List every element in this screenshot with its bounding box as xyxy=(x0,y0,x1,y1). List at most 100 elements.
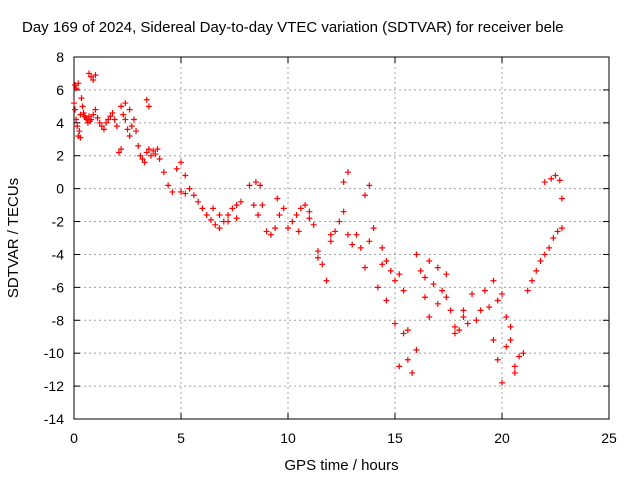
data-point xyxy=(533,267,540,274)
data-points xyxy=(71,70,565,386)
data-point xyxy=(528,277,535,284)
data-point xyxy=(88,73,95,80)
y-tick-label: 0 xyxy=(56,181,64,197)
data-point xyxy=(135,142,142,149)
data-point xyxy=(477,307,484,314)
data-point xyxy=(128,123,135,130)
data-point xyxy=(541,251,548,258)
y-tick-label: 4 xyxy=(56,115,64,131)
data-point xyxy=(92,72,99,79)
data-point xyxy=(150,147,157,154)
plot-frame xyxy=(73,56,610,420)
data-point xyxy=(229,205,236,212)
data-point xyxy=(400,287,407,294)
y-axis-label: SDTVAR / TECUs xyxy=(5,178,22,298)
data-point xyxy=(199,205,206,212)
data-point xyxy=(100,126,107,133)
data-point xyxy=(421,294,428,301)
data-point xyxy=(257,182,264,189)
data-point xyxy=(439,287,446,294)
data-point xyxy=(430,281,437,288)
data-point xyxy=(503,343,510,350)
data-point xyxy=(366,182,373,189)
data-point xyxy=(460,313,467,320)
data-point xyxy=(409,369,416,376)
data-point xyxy=(207,216,214,223)
data-point xyxy=(267,231,274,238)
data-point xyxy=(90,111,97,118)
data-point xyxy=(145,146,152,153)
data-point xyxy=(165,182,172,189)
x-tick-label: 20 xyxy=(494,430,510,446)
data-point xyxy=(379,261,386,268)
data-point xyxy=(344,231,351,238)
data-point xyxy=(79,103,86,110)
data-point xyxy=(460,307,467,314)
data-point xyxy=(126,106,133,113)
data-point xyxy=(133,128,140,135)
data-point xyxy=(77,111,84,118)
data-point xyxy=(558,225,565,232)
y-tick-label: -4 xyxy=(52,246,65,262)
data-point xyxy=(250,202,257,209)
data-point xyxy=(141,159,148,166)
data-point xyxy=(255,211,262,218)
data-point xyxy=(88,116,95,123)
data-point xyxy=(499,379,505,386)
data-point xyxy=(323,277,330,284)
data-point xyxy=(486,304,493,311)
data-point xyxy=(85,70,92,77)
data-point xyxy=(178,188,184,195)
data-point xyxy=(434,264,441,271)
data-point xyxy=(546,244,553,251)
data-point xyxy=(340,179,347,186)
data-point xyxy=(306,208,313,215)
data-point xyxy=(105,116,112,123)
data-point xyxy=(73,116,80,123)
data-point xyxy=(494,297,501,304)
x-tick-label: 0 xyxy=(70,430,78,446)
data-point xyxy=(195,198,202,205)
data-point xyxy=(225,218,232,225)
data-point xyxy=(392,277,398,284)
data-point xyxy=(285,225,291,232)
data-point xyxy=(357,244,364,251)
data-point xyxy=(126,132,133,139)
data-point xyxy=(120,111,127,118)
data-point xyxy=(366,238,373,245)
data-point xyxy=(137,152,144,159)
data-point xyxy=(96,119,103,126)
data-point xyxy=(246,182,253,189)
data-point xyxy=(72,81,79,88)
data-point xyxy=(306,215,313,222)
data-point xyxy=(556,177,563,184)
data-point xyxy=(280,205,287,212)
data-point xyxy=(124,126,131,133)
data-point xyxy=(92,106,99,113)
grid-lines xyxy=(74,57,609,419)
y-tick-label: -14 xyxy=(44,411,64,427)
data-point xyxy=(94,114,101,121)
data-point xyxy=(511,369,518,376)
data-point xyxy=(558,195,565,202)
data-point xyxy=(392,320,398,327)
data-point xyxy=(190,192,197,199)
data-point xyxy=(473,317,480,324)
data-point xyxy=(259,202,266,209)
data-point xyxy=(387,267,394,274)
data-point xyxy=(396,271,403,278)
x-tick-label: 5 xyxy=(177,430,185,446)
data-point xyxy=(78,95,85,102)
data-point xyxy=(148,152,155,159)
data-point xyxy=(118,103,125,110)
data-point xyxy=(464,320,471,327)
data-point xyxy=(152,151,159,158)
y-tick-label: -6 xyxy=(52,279,65,295)
data-point xyxy=(413,346,420,353)
data-point xyxy=(80,109,87,116)
data-point xyxy=(73,85,80,92)
data-point xyxy=(494,356,501,363)
data-point xyxy=(182,190,189,197)
data-point xyxy=(145,103,152,110)
data-point xyxy=(327,238,334,245)
